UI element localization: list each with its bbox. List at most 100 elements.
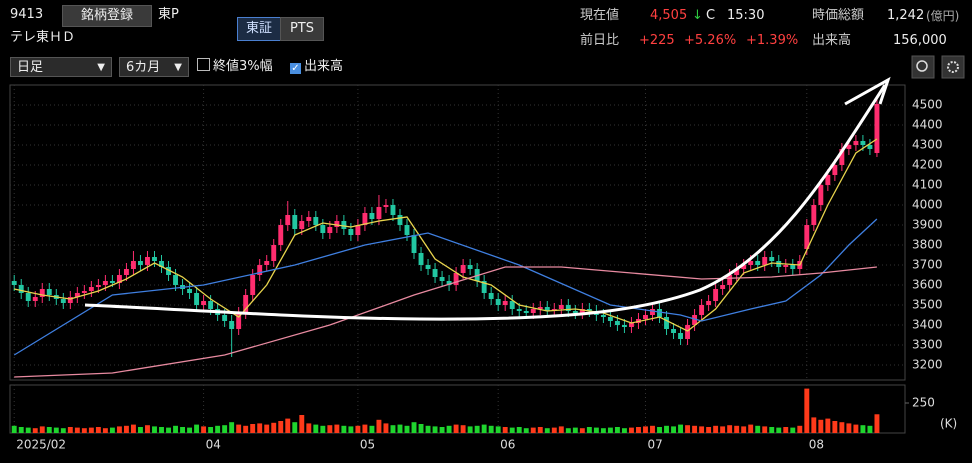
settings-icon [947, 61, 959, 73]
candle-body [138, 261, 143, 265]
x-tick-label: 04 [206, 438, 221, 452]
y-tick-label: 4100 [912, 178, 943, 192]
volume-bar [874, 414, 880, 433]
candle-body [362, 213, 368, 225]
volume-bar [390, 425, 396, 433]
y-tick-label: 4200 [912, 158, 943, 172]
volume-bar [474, 425, 480, 433]
candle-body [867, 145, 873, 149]
settings-button[interactable] [941, 55, 965, 79]
volume-bar [383, 423, 389, 433]
volume-bar [208, 427, 214, 433]
volume-bar [558, 426, 564, 433]
volume-bar [397, 424, 403, 433]
y-tick-label: 4300 [912, 138, 943, 152]
volume-bar [523, 428, 529, 433]
zoom-button[interactable] [911, 55, 935, 79]
volume-bar [250, 424, 256, 433]
volume-bar [720, 426, 726, 433]
candle-body [292, 215, 298, 229]
volume-bar [74, 427, 80, 433]
volume-bar [509, 427, 515, 433]
candle-body [439, 277, 445, 281]
candle-body [109, 281, 115, 283]
candle-body [327, 227, 333, 233]
volume-bar [11, 425, 17, 433]
candle-body [495, 299, 501, 305]
volume-bar [797, 425, 803, 433]
candle-body [425, 265, 431, 269]
volume-bar [762, 426, 768, 433]
volume-bar [299, 415, 305, 433]
volume-bar [790, 427, 796, 433]
candle-body [25, 293, 31, 301]
candle-body [825, 175, 831, 185]
volume-bar [544, 428, 550, 433]
volume-bar [488, 425, 494, 433]
candle-body [671, 329, 676, 333]
volume-bar [411, 422, 417, 433]
candle-body [860, 141, 866, 145]
candle-body [790, 265, 796, 269]
volume-bar [460, 425, 466, 433]
candle-body [600, 315, 606, 317]
volume-bar [88, 427, 94, 433]
period-select[interactable]: 日足 ▼ [10, 57, 112, 77]
candle-body [173, 275, 178, 285]
tab-pts[interactable]: PTS [280, 17, 324, 41]
candle-body [208, 301, 214, 309]
candle-body [11, 281, 17, 285]
candle-body [446, 281, 452, 285]
candle-body [727, 275, 733, 285]
volume-bar [446, 425, 452, 433]
x-tick-label: 06 [500, 438, 515, 452]
range-select[interactable]: 6カ月 ▼ [119, 57, 189, 77]
candle-body [523, 311, 529, 313]
candle-body [762, 257, 768, 265]
volume-bar [25, 427, 31, 433]
volume-bar [376, 419, 382, 433]
close-mark: C [706, 8, 716, 23]
candle-body [748, 261, 754, 265]
volume-bar [636, 427, 641, 433]
candle-body [720, 285, 726, 289]
candle-body [804, 225, 810, 249]
volume-bar [860, 425, 866, 433]
candle-body [432, 269, 438, 277]
candle-body [755, 261, 761, 265]
time: 15:30 [727, 8, 765, 23]
candle-body [383, 205, 389, 207]
volume-bar [846, 423, 852, 433]
volume-bar [123, 425, 129, 433]
register-button[interactable]: 銘柄登録 [62, 5, 152, 27]
candle-body [488, 293, 494, 299]
volume-bar [404, 425, 410, 433]
candle-body [467, 265, 473, 269]
candle-body [678, 333, 684, 339]
volume-bar [67, 427, 73, 433]
check-volume[interactable]: ✓ 出来高 [290, 59, 344, 74]
volume-label: 出来高 [812, 33, 852, 48]
candle-body [874, 104, 880, 153]
price-frame [9, 84, 906, 381]
volume-bar [102, 428, 108, 433]
check-3pct[interactable]: 終値3%幅 [197, 58, 273, 76]
volume-bar [467, 426, 473, 433]
name: テレ東ＨＤ [10, 30, 76, 45]
y-tick-label: 3700 [912, 258, 943, 272]
volume-bar [748, 424, 754, 433]
tab-tse[interactable]: 東証 [237, 17, 281, 41]
volume-bar [60, 428, 66, 433]
candle-body [565, 305, 571, 311]
candle-body [60, 299, 66, 303]
candle-body [418, 253, 424, 265]
volume-bar [699, 426, 705, 433]
candle-body [194, 293, 200, 305]
volume-bar [18, 427, 24, 433]
volume-bar [53, 427, 59, 433]
volume-bar [811, 417, 817, 433]
candle-body [299, 221, 305, 229]
volume-bar [832, 421, 838, 433]
candle-body [278, 225, 284, 245]
